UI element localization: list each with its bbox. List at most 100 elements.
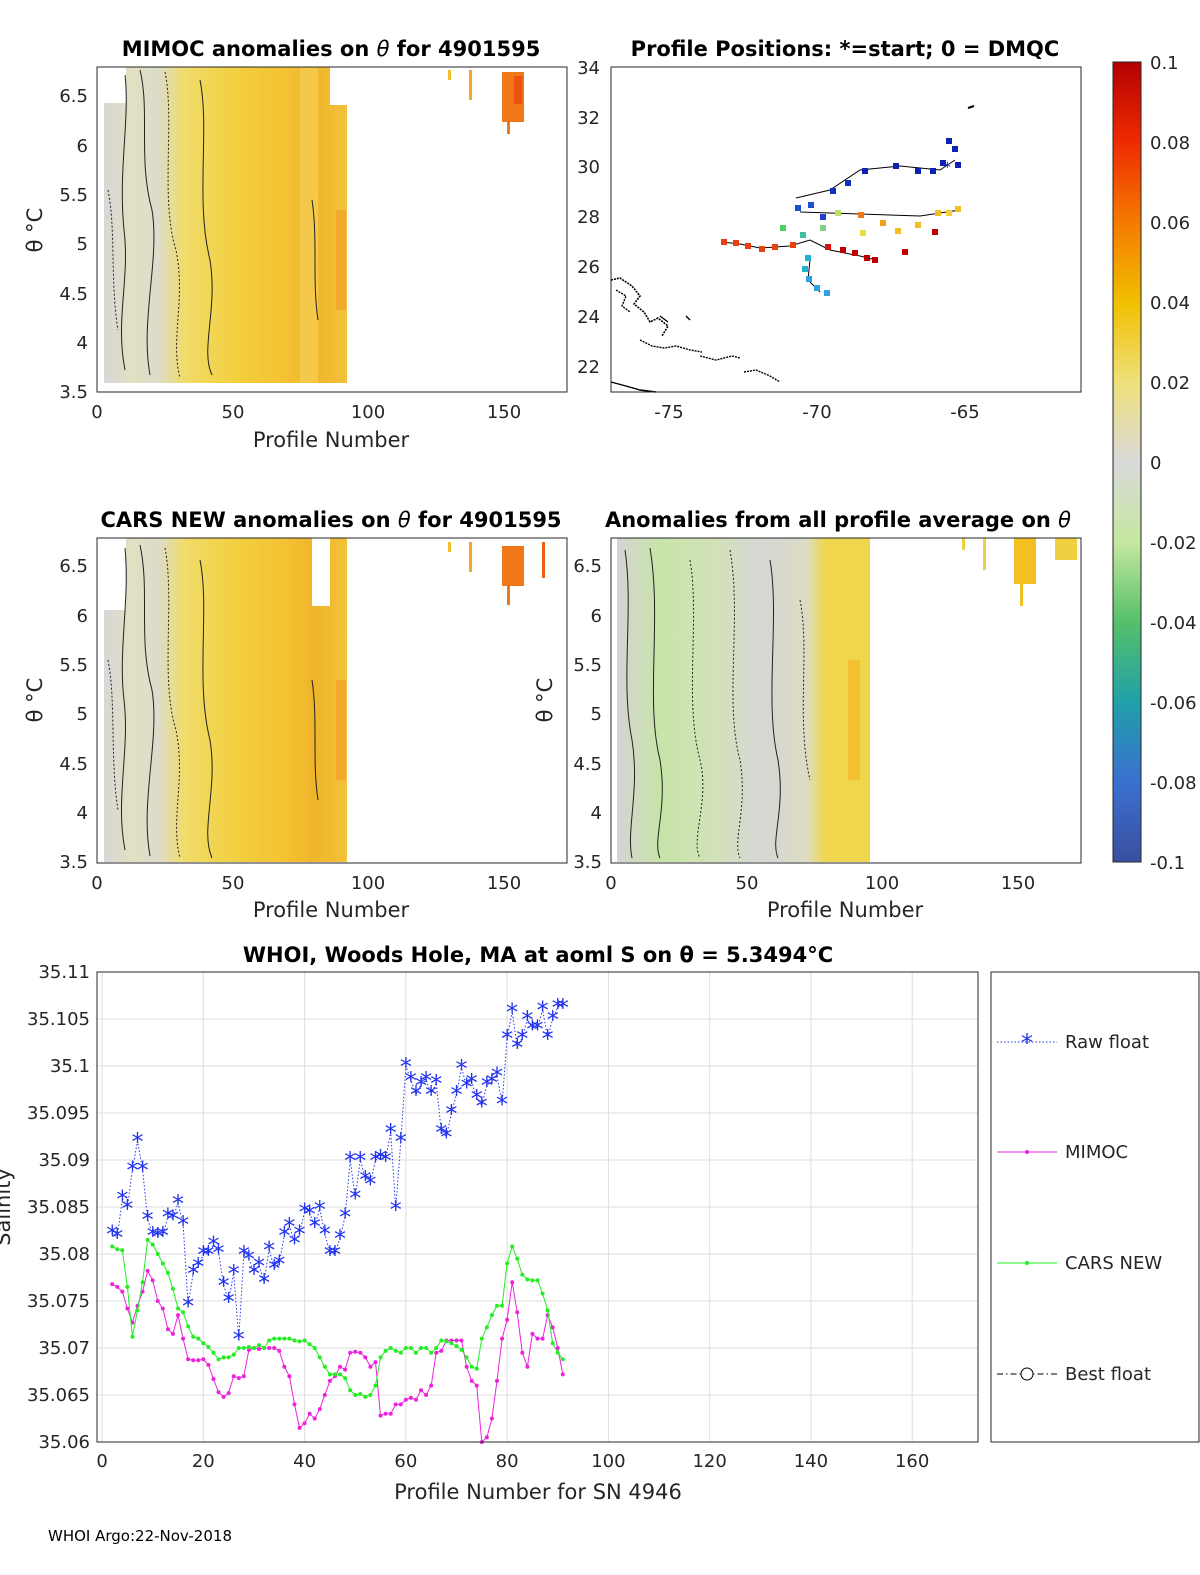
data-point (135, 1308, 140, 1313)
data-point (206, 1345, 211, 1350)
cars-anomaly-panel: CARS NEW anomalies on θ for 4901595 6.5 … (23, 508, 568, 922)
data-point (125, 1306, 130, 1311)
data-point (358, 1350, 363, 1355)
data-point (388, 1346, 393, 1350)
x-tick: 50 (222, 873, 245, 894)
data-point (312, 1346, 317, 1350)
data-point (292, 1402, 297, 1407)
cars-y-ticks: 6.5 6 5.5 5 4.5 4 3.5 (59, 556, 88, 873)
data-point (454, 1344, 459, 1349)
data-point (287, 1374, 292, 1379)
data-point (454, 1338, 459, 1343)
data-point: * (258, 1269, 270, 1297)
colorbar-tick: 0.06 (1150, 213, 1190, 234)
data-point (474, 1366, 479, 1371)
data-point (282, 1336, 287, 1341)
data-point (398, 1350, 403, 1355)
data-point: * (552, 994, 564, 1022)
data-point (211, 1377, 216, 1382)
x-tick: -75 (654, 402, 683, 423)
data-point: * (481, 1072, 493, 1100)
data-point: * (537, 997, 549, 1025)
data-point (393, 1402, 398, 1407)
data-point (419, 1346, 424, 1350)
positions-y-ticks: 34 32 30 28 26 24 22 (577, 58, 600, 378)
data-point: * (288, 1230, 300, 1258)
colorbar-ticks: 0.1 0.08 0.06 0.04 0.02 0 -0.02 -0.04 -0… (1150, 53, 1197, 874)
mimoc-x-ticks: 0 50 100 150 (91, 402, 521, 423)
x-tick: 150 (487, 873, 521, 894)
data-point: * (349, 1185, 361, 1213)
y-tick: 3.5 (59, 382, 88, 403)
mimoc-heatmap (104, 67, 524, 383)
data-point: * (334, 1225, 346, 1253)
cars-axes-box (96, 537, 568, 864)
x-tick: 0 (96, 1451, 107, 1472)
data-point (424, 1393, 429, 1397)
data-point (373, 1360, 378, 1365)
data-point: * (182, 1293, 194, 1321)
data-point: * (516, 1025, 528, 1053)
footer-stamp: WHOI Argo:22-Nov-2018 (48, 1527, 232, 1545)
data-point: * (309, 1213, 321, 1241)
salinity-chart-title: WHOI, Woods Hole, MA at aoml S on θ = 5.… (243, 943, 833, 967)
data-point (125, 1284, 130, 1289)
data-point: * (263, 1236, 275, 1264)
data-point (226, 1391, 231, 1396)
data-point: * (142, 1206, 154, 1234)
y-tick: 32 (577, 108, 600, 129)
data-point: * (557, 994, 569, 1022)
mimoc-anomaly-panel: MIMOC anomalies on θ for 4901595 6.5 6 5… (23, 37, 568, 452)
y-tick: 4 (77, 333, 88, 354)
data-point: * (425, 1081, 437, 1109)
data-point (525, 1277, 530, 1282)
data-point: * (344, 1147, 356, 1175)
data-point: * (390, 1196, 402, 1224)
y-tick: 35.11 (38, 962, 90, 983)
data-point: * (273, 1250, 285, 1278)
colorbar-tick: -0.1 (1150, 853, 1185, 874)
data-point (449, 1338, 454, 1343)
colorbar-tick: -0.06 (1150, 693, 1197, 714)
data-point: * (283, 1213, 295, 1241)
data-point (378, 1413, 383, 1418)
data-point (560, 1372, 565, 1377)
data-point (262, 1346, 267, 1350)
data-point (246, 1345, 251, 1350)
x-tick: 100 (351, 402, 385, 423)
data-point (378, 1355, 383, 1360)
colorbar-tick: -0.08 (1150, 773, 1197, 794)
data-point (424, 1346, 429, 1350)
y-tick: 6.5 (59, 556, 88, 577)
x-tick: 60 (394, 1451, 417, 1472)
data-point: * (324, 1241, 336, 1269)
x-tick: 0 (605, 873, 616, 894)
series-line (111, 1238, 564, 1398)
gridlines (97, 971, 978, 1443)
data-point (110, 1244, 115, 1249)
data-point (383, 1348, 388, 1353)
data-point: * (228, 1260, 240, 1288)
data-point (343, 1376, 348, 1381)
legend-entry-raw-float: * Raw float (997, 1029, 1149, 1057)
data-point: * (445, 1100, 457, 1128)
data-point (540, 1291, 545, 1296)
data-point: * (177, 1211, 189, 1239)
data-point (257, 1343, 262, 1348)
data-point (535, 1278, 540, 1283)
data-point (505, 1261, 510, 1266)
data-point: * (299, 1199, 311, 1227)
data-point (191, 1358, 196, 1363)
data-point (231, 1352, 236, 1357)
x-tick: 120 (692, 1451, 726, 1472)
colorbar-tick: 0.1 (1150, 53, 1179, 74)
data-point: * (213, 1239, 225, 1267)
data-point (216, 1357, 221, 1362)
data-point (307, 1411, 312, 1416)
data-point: * (385, 1119, 397, 1147)
data-point: * (440, 1124, 452, 1152)
data-point (257, 1346, 262, 1351)
data-point: * (354, 1147, 366, 1175)
data-point (267, 1338, 272, 1343)
data-point (520, 1272, 525, 1277)
